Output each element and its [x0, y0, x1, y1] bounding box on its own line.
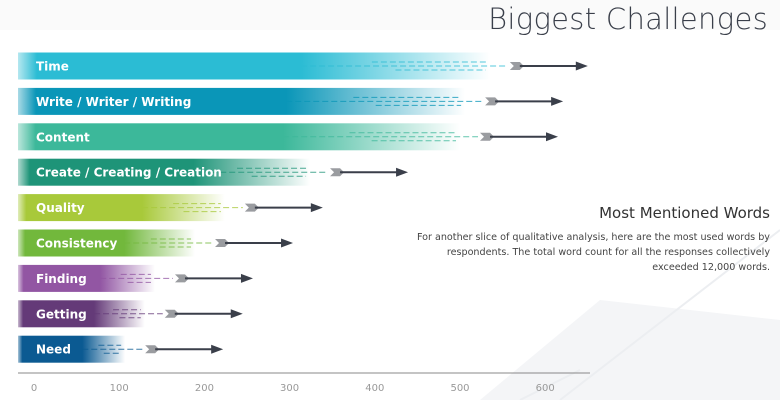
speed-lines — [283, 132, 478, 142]
bar-label: Write / Writer / Writing — [36, 95, 191, 109]
bar-row: Time — [18, 52, 588, 80]
speed-lines — [82, 344, 144, 354]
bar-label: Finding — [36, 272, 87, 286]
bar-label: Need — [36, 343, 71, 357]
bar-row: Quality — [18, 194, 323, 222]
speed-lines — [286, 96, 484, 106]
arrow-icon — [330, 167, 409, 177]
bar-label: Time — [36, 60, 69, 74]
arrow-icon — [480, 132, 558, 142]
most-mentioned-words-panel: Most Mentioned Words For another slice o… — [410, 204, 770, 275]
bar-row: Getting — [18, 300, 243, 328]
bar-row: Finding — [18, 264, 253, 292]
bar-label: Quality — [36, 201, 85, 215]
speed-lines — [301, 61, 508, 71]
arrow-icon — [145, 344, 224, 354]
bar-row: Content — [18, 123, 558, 151]
bar-label: Create / Creating / Creation — [36, 166, 222, 180]
x-tick-label: 0 — [31, 383, 37, 394]
speed-lines — [142, 203, 243, 213]
speed-lines — [94, 309, 163, 319]
bar-label: Content — [36, 130, 90, 144]
panel-heading: Most Mentioned Words — [599, 204, 770, 222]
x-tick-label: 100 — [110, 383, 129, 394]
x-tick-label: 300 — [280, 383, 299, 394]
bar-row: Need — [18, 335, 224, 363]
x-tick-label: 600 — [536, 383, 555, 394]
speed-lines — [193, 167, 329, 177]
speed-lines — [100, 273, 173, 283]
bar-row: Create / Creating / Creation — [18, 158, 409, 186]
x-tick-label: 200 — [195, 383, 214, 394]
speed-lines — [124, 238, 214, 248]
bar-row: Write / Writer / Writing — [18, 87, 564, 115]
arrow-icon — [215, 238, 294, 248]
page-title: Biggest Challenges — [488, 2, 768, 36]
x-tick-label: 400 — [365, 383, 384, 394]
arrow-icon — [485, 96, 564, 106]
bar-label: Consistency — [36, 237, 118, 251]
arrow-icon — [509, 61, 588, 71]
bar-label: Getting — [36, 307, 87, 321]
panel-body: For another slice of qualitative analysi… — [416, 232, 770, 273]
bar-chart: Time Write / Writer / Writing Content Creat… — [18, 52, 590, 394]
x-tick-label: 500 — [450, 383, 469, 394]
arrow-icon — [244, 203, 323, 213]
bar — [18, 335, 126, 363]
arrow-icon — [164, 309, 243, 319]
arrow-icon — [174, 273, 253, 283]
bar-row: Consistency — [18, 229, 294, 257]
